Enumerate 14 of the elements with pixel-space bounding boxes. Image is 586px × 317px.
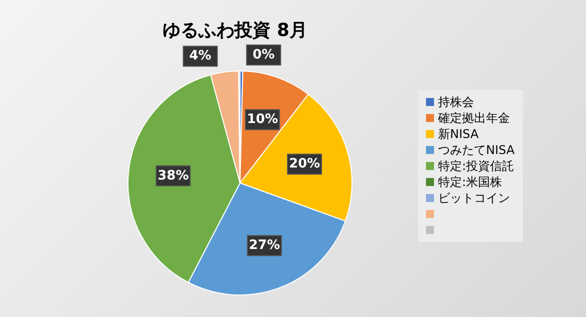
legend-label: 確定拠出年金 (438, 110, 510, 126)
data-label: 4% (189, 48, 212, 64)
data-label: 10% (246, 112, 278, 128)
data-label: 0% (252, 48, 275, 63)
data-label: 27% (248, 238, 280, 254)
legend-label: ビットコイン (438, 190, 510, 206)
data-label: 38% (158, 168, 189, 184)
legend-label: 新NISA (438, 126, 479, 142)
legend-label: 特定:投資信託 (438, 158, 514, 174)
legend-label: つみたてNISA (438, 142, 515, 158)
legend-label: 持株会 (438, 94, 474, 110)
chart-title: ゆるふわ投資 8月 (162, 19, 308, 42)
data-label: 20% (288, 156, 320, 172)
legend-label: 特定:米国株 (438, 174, 502, 190)
